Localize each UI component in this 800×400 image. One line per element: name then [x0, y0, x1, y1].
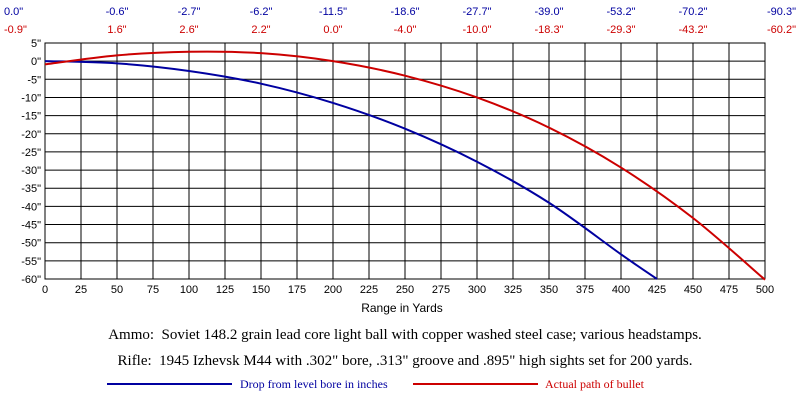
legend: Drop from level bore in inches Actual pa… [107, 377, 645, 391]
y-tick-label: -35" [21, 183, 41, 195]
x-tick-label: 300 [468, 284, 486, 296]
y-tick-label: 5" [31, 38, 41, 50]
x-tick-label: 50 [111, 284, 123, 296]
x-tick-label: 450 [684, 284, 702, 296]
drop-annotation-label: -18.6" [391, 6, 420, 18]
x-tick-label: 350 [540, 284, 558, 296]
x-tick-label: 425 [648, 284, 666, 296]
x-tick-label: 500 [756, 284, 774, 296]
x-tick-label: 375 [576, 284, 594, 296]
y-tick-label: -20" [21, 129, 41, 141]
x-tick-label: 75 [147, 284, 159, 296]
x-tick-label: 225 [360, 284, 378, 296]
legend-label-drop: Drop from level bore in inches [240, 377, 388, 391]
drop-annotation-label: -27.7" [463, 6, 492, 18]
x-tick-label: 175 [288, 284, 306, 296]
y-tick-label: -40" [21, 201, 41, 213]
y-tick-label: -15" [21, 111, 41, 123]
y-tick-label: -45" [21, 220, 41, 232]
path-annotation-label: -0.9" [4, 24, 27, 36]
x-tick-label: 150 [252, 284, 270, 296]
drop-annotation-label: -0.6" [106, 6, 129, 18]
x-tick-label: 125 [216, 284, 234, 296]
drop-annotation-label: -6.2" [250, 6, 273, 18]
path-annotation-label: 2.6" [179, 24, 198, 36]
drop-annotation-label: -2.7" [178, 6, 201, 18]
y-tick-label: 0" [31, 56, 41, 68]
path-annotation-label: -4.0" [394, 24, 417, 36]
x-tick-label: 200 [324, 284, 342, 296]
x-axis-label: Range in Yards [361, 301, 443, 315]
series-line-bullet-path [44, 50, 766, 281]
rifle-note: Rifle: 1945 Izhevsk M44 with .302" bore,… [118, 353, 693, 369]
y-tick-label: -5" [27, 74, 41, 86]
drop-annotation-label: -70.2" [679, 6, 708, 18]
top-annotations: 0.0" -0.9" -0.6" 1.6" -2.7" 2.6" -6.2" 2.2" -11.… [4, 6, 796, 36]
x-tick-label: 100 [180, 284, 198, 296]
y-tick-label: -50" [21, 238, 41, 250]
path-annotation-label: -29.3" [607, 24, 636, 36]
x-tick-label: 325 [504, 284, 522, 296]
x-tick-labels: 0 25 50 75 100 125 150 175 200 225 250 275 300 325 350… [42, 284, 774, 296]
path-annotation-label: -18.3" [535, 24, 564, 36]
legend-label-path: Actual path of bullet [545, 377, 645, 391]
y-tick-label: -25" [21, 147, 41, 159]
grid [44, 42, 766, 280]
x-tick-label: 25 [75, 284, 87, 296]
y-tick-label: -55" [21, 256, 41, 268]
series-line-drop [44, 60, 658, 280]
y-tick-labels: 5" 0" -5" -10" -15" -20" -25" -30" -35" -40" -45" -… [21, 38, 41, 286]
drop-annotation-label: -90.3" [767, 6, 796, 18]
series-lines [44, 50, 766, 281]
path-annotation-label: -43.2" [679, 24, 708, 36]
drop-annotation-label: -53.2" [607, 6, 636, 18]
path-annotation-label: 2.2" [251, 24, 270, 36]
drop-annotation-label: -39.0" [535, 6, 564, 18]
path-annotation-label: -60.2" [767, 24, 796, 36]
x-tick-label: 250 [396, 284, 414, 296]
drop-annotation-label: -11.5" [319, 6, 347, 18]
drop-annotation-label: 0.0" [4, 6, 23, 18]
y-tick-label: -30" [21, 165, 41, 177]
y-tick-label: -10" [21, 92, 41, 104]
x-tick-label: 400 [612, 284, 630, 296]
y-tick-label: -60" [21, 274, 41, 286]
path-annotation-label: 0.0" [323, 24, 342, 36]
x-tick-label: 475 [720, 284, 738, 296]
x-tick-label: 275 [432, 284, 450, 296]
x-tick-label: 0 [42, 284, 48, 296]
path-annotation-label: 1.6" [107, 24, 126, 36]
path-annotation-label: -10.0" [463, 24, 492, 36]
ammo-note: Ammo: Soviet 148.2 grain lead core light… [108, 327, 702, 343]
